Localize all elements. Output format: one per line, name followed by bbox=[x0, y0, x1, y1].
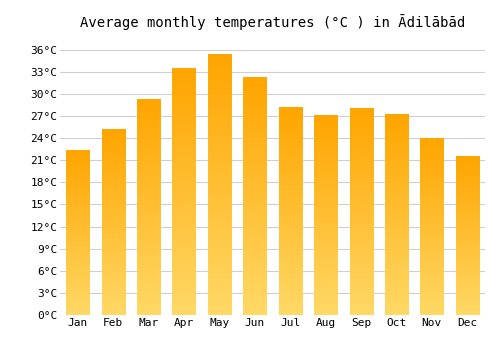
Title: Average monthly temperatures (°C ) in Ādilābād: Average monthly temperatures (°C ) in Ād… bbox=[80, 14, 465, 30]
